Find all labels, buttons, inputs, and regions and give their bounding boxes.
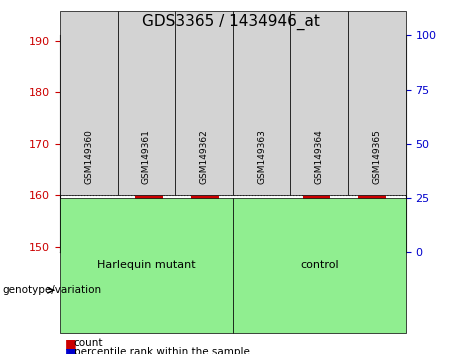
Text: GDS3365 / 1434946_at: GDS3365 / 1434946_at bbox=[142, 14, 319, 30]
Bar bbox=[247, 211, 275, 252]
Text: ■: ■ bbox=[65, 337, 76, 350]
Text: GSM149362: GSM149362 bbox=[200, 129, 208, 184]
Text: GSM149363: GSM149363 bbox=[257, 129, 266, 184]
Bar bbox=[135, 97, 163, 252]
Text: control: control bbox=[300, 261, 338, 270]
Bar bbox=[302, 170, 331, 252]
Text: GSM149365: GSM149365 bbox=[372, 129, 381, 184]
Text: GSM149361: GSM149361 bbox=[142, 129, 151, 184]
Bar bbox=[358, 61, 386, 252]
Text: Harlequin mutant: Harlequin mutant bbox=[97, 261, 195, 270]
Bar bbox=[79, 242, 107, 252]
Text: ■: ■ bbox=[65, 346, 76, 354]
Text: percentile rank within the sample: percentile rank within the sample bbox=[74, 347, 250, 354]
Text: GSM149360: GSM149360 bbox=[84, 129, 93, 184]
Text: genotype/variation: genotype/variation bbox=[2, 285, 101, 295]
Bar bbox=[191, 185, 219, 252]
Text: GSM149364: GSM149364 bbox=[315, 129, 324, 184]
Text: count: count bbox=[74, 338, 103, 348]
